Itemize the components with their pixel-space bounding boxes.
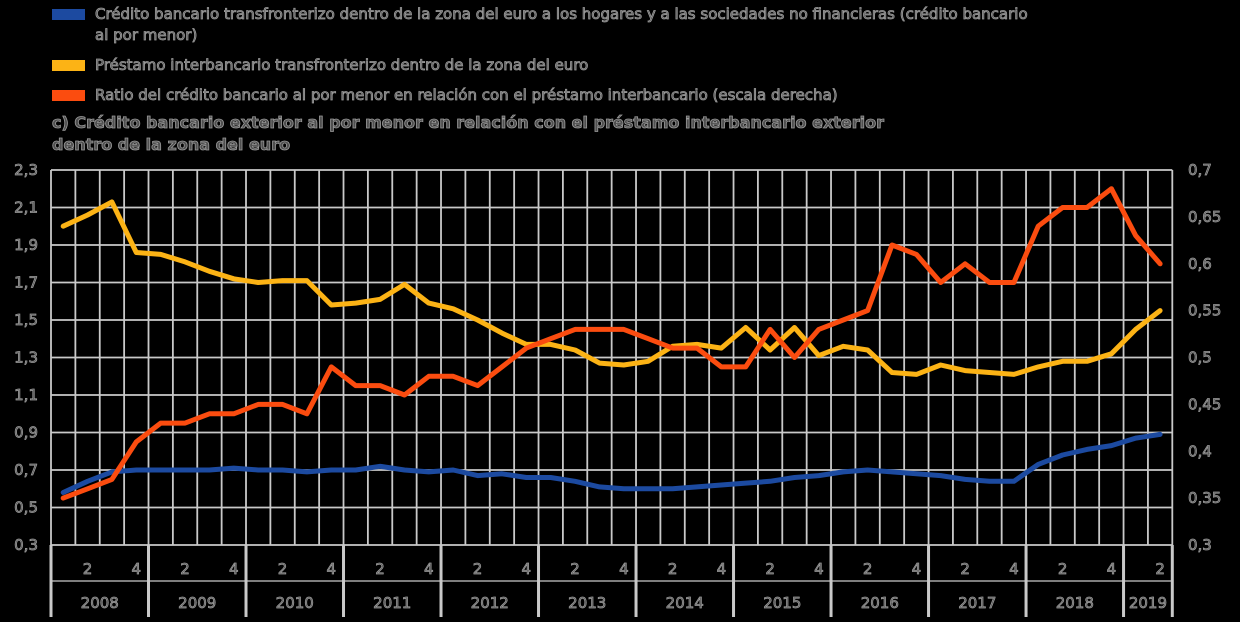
chart-title-line2: dentro de la zona del euro — [52, 135, 291, 155]
quarter-tick-label: 4 — [814, 560, 824, 578]
left-axis-label: 0,3 — [14, 536, 38, 554]
right-axis-label: 0,5 — [1188, 349, 1212, 367]
left-axis-label: 1,1 — [14, 386, 38, 404]
series-line-0 — [60, 431, 1163, 495]
left-axis-label: 1,9 — [14, 236, 38, 254]
quarter-tick-label: 4 — [327, 560, 337, 578]
quarter-tick-label: 2 — [863, 560, 873, 578]
year-label: 2009 — [178, 594, 216, 612]
chart-area: 2,3 2,1 1,9 1,7 1,5 1,3 1,1 0,9 0,7 0,5 0,3 0,7 0,65… — [14, 161, 1222, 617]
right-axis-label: 0,45 — [1188, 395, 1221, 413]
legend-item-retail-credit: Crédito bancario transfronterizo dentro … — [52, 4, 1035, 46]
left-axis-label: 0,9 — [14, 424, 38, 442]
year-label: 2013 — [568, 594, 606, 612]
chart-title: c) Crédito bancario exterior al por meno… — [52, 112, 1172, 156]
quarter-tick-label: 2 — [960, 560, 970, 578]
legend: Crédito bancario transfronterizo dentro … — [52, 4, 1035, 115]
legend-label: Crédito bancario transfronterizo dentro … — [95, 5, 1028, 45]
year-label: 2019 — [1129, 594, 1167, 612]
quarter-tick-label: 2 — [278, 560, 288, 578]
right-axis-label: 0,3 — [1188, 536, 1212, 554]
quarter-tick-label: 4 — [424, 560, 434, 578]
right-axis-label: 0,4 — [1188, 442, 1212, 460]
chart-title-line1: c) Crédito bancario exterior al por meno… — [52, 113, 885, 133]
left-axis-label: 2,1 — [14, 199, 38, 217]
quarter-tick-label: 2 — [570, 560, 580, 578]
year-label: 2018 — [1056, 594, 1094, 612]
left-axis-label: 0,5 — [14, 499, 38, 517]
quarter-tick-label: 4 — [912, 560, 922, 578]
year-label: 2017 — [958, 594, 996, 612]
quarter-tick-label: 4 — [1107, 560, 1117, 578]
year-label: 2008 — [81, 594, 119, 612]
quarter-tick-label: 2 — [473, 560, 483, 578]
quarter-tick-label: 4 — [229, 560, 239, 578]
legend-label: Préstamo interbancario transfronterizo d… — [95, 56, 589, 75]
quarter-tick-label: 4 — [132, 560, 142, 578]
legend-label: Ratio del crédito bancario al por menor … — [95, 86, 838, 105]
legend-swatch-yellow — [52, 60, 85, 71]
quarter-tick-label: 2 — [83, 560, 93, 578]
left-axis-label: 1,5 — [14, 311, 38, 329]
legend-item-ratio: Ratio del crédito bancario al por menor … — [52, 85, 1035, 106]
year-label: 2015 — [763, 594, 801, 612]
quarter-tick-label: 2 — [375, 560, 385, 578]
quarter-tick-label: 2 — [1155, 560, 1165, 578]
quarter-tick-label: 2 — [180, 560, 190, 578]
legend-swatch-blue — [52, 9, 85, 20]
legend-swatch-orange — [52, 90, 85, 101]
right-axis-label: 0,35 — [1188, 489, 1221, 507]
left-axis-label: 0,7 — [14, 461, 38, 479]
series-line-1 — [60, 199, 1163, 377]
quarter-tick-label: 2 — [1058, 560, 1068, 578]
series-line-2 — [60, 186, 1163, 501]
quarter-tick-label: 2 — [668, 560, 678, 578]
quarter-tick-label: 2 — [765, 560, 775, 578]
left-axis-label: 2,3 — [14, 161, 38, 179]
quarter-tick-label: 4 — [619, 560, 629, 578]
quarter-tick-label: 4 — [717, 560, 727, 578]
right-axis-label: 0,65 — [1188, 208, 1221, 226]
year-label: 2011 — [373, 594, 411, 612]
right-axis-label: 0,6 — [1188, 255, 1212, 273]
quarter-tick-label: 4 — [522, 560, 532, 578]
legend-item-interbank-loan: Préstamo interbancario transfronterizo d… — [52, 55, 1035, 76]
left-axis-label: 1,7 — [14, 274, 38, 292]
year-label: 2010 — [276, 594, 314, 612]
left-axis-label: 1,3 — [14, 349, 38, 367]
year-label: 2014 — [666, 594, 704, 612]
year-label: 2016 — [861, 594, 899, 612]
right-axis-label: 0,7 — [1188, 161, 1212, 179]
year-label: 2012 — [471, 594, 509, 612]
quarter-tick-label: 4 — [1009, 560, 1019, 578]
right-axis-label: 0,55 — [1188, 302, 1221, 320]
